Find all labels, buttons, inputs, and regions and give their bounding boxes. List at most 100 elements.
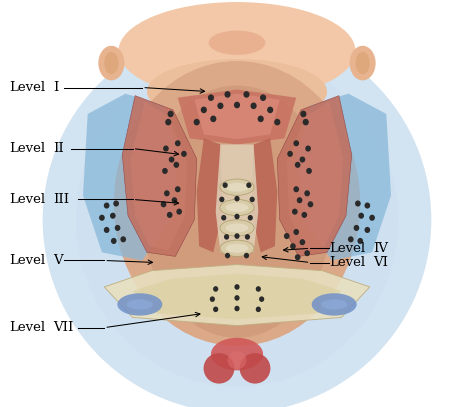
Ellipse shape (168, 111, 173, 117)
Ellipse shape (234, 295, 239, 301)
Ellipse shape (213, 286, 219, 292)
Ellipse shape (301, 212, 307, 218)
Ellipse shape (167, 212, 173, 218)
Ellipse shape (224, 91, 230, 98)
Ellipse shape (234, 102, 240, 108)
Ellipse shape (221, 215, 226, 221)
Ellipse shape (244, 253, 249, 258)
Text: Level: Level (9, 81, 46, 94)
Ellipse shape (234, 284, 239, 290)
Ellipse shape (259, 296, 264, 302)
Ellipse shape (163, 146, 169, 152)
Ellipse shape (365, 227, 370, 233)
Ellipse shape (300, 157, 305, 163)
Ellipse shape (220, 240, 254, 256)
Polygon shape (83, 94, 178, 260)
Ellipse shape (113, 200, 119, 207)
Ellipse shape (246, 182, 251, 188)
Text: Level: Level (9, 321, 46, 334)
Ellipse shape (201, 107, 207, 113)
Ellipse shape (267, 107, 273, 113)
Ellipse shape (115, 225, 120, 231)
Ellipse shape (369, 214, 375, 221)
Ellipse shape (357, 238, 363, 244)
Ellipse shape (234, 214, 239, 219)
Ellipse shape (304, 190, 310, 197)
Polygon shape (133, 274, 341, 319)
Text: VI: VI (373, 256, 388, 269)
Text: Level: Level (329, 256, 365, 269)
Ellipse shape (175, 186, 181, 193)
Ellipse shape (225, 253, 230, 258)
Ellipse shape (217, 103, 224, 109)
Ellipse shape (234, 196, 239, 201)
Ellipse shape (356, 52, 370, 74)
Ellipse shape (258, 116, 264, 122)
Text: Level: Level (9, 142, 46, 155)
Ellipse shape (127, 300, 153, 309)
Polygon shape (251, 138, 277, 252)
Ellipse shape (203, 353, 234, 383)
Ellipse shape (172, 197, 177, 204)
Ellipse shape (239, 353, 270, 383)
Text: Level: Level (329, 242, 365, 255)
Ellipse shape (311, 293, 356, 316)
Ellipse shape (99, 46, 124, 81)
Ellipse shape (274, 119, 280, 125)
Text: II: II (53, 142, 64, 155)
Ellipse shape (349, 46, 375, 81)
Polygon shape (216, 144, 258, 252)
Ellipse shape (305, 146, 311, 152)
Polygon shape (277, 96, 352, 256)
Ellipse shape (220, 220, 254, 236)
Polygon shape (287, 102, 344, 250)
Ellipse shape (348, 236, 354, 243)
Ellipse shape (120, 236, 126, 243)
Polygon shape (194, 94, 280, 139)
Ellipse shape (104, 52, 118, 74)
Ellipse shape (355, 200, 361, 207)
Ellipse shape (249, 197, 255, 202)
Ellipse shape (193, 119, 200, 125)
Ellipse shape (247, 215, 253, 221)
Ellipse shape (224, 234, 229, 240)
Ellipse shape (293, 186, 299, 193)
Ellipse shape (245, 234, 250, 240)
Ellipse shape (161, 201, 166, 208)
Ellipse shape (208, 94, 214, 101)
Ellipse shape (300, 239, 305, 245)
Ellipse shape (110, 212, 116, 219)
Ellipse shape (293, 229, 299, 235)
Ellipse shape (308, 201, 313, 208)
Polygon shape (197, 138, 223, 252)
Ellipse shape (260, 94, 266, 101)
Ellipse shape (118, 2, 356, 100)
Ellipse shape (256, 286, 261, 292)
Ellipse shape (43, 26, 431, 407)
Text: Level: Level (9, 254, 46, 267)
Ellipse shape (164, 190, 170, 197)
Text: VII: VII (53, 321, 73, 334)
Text: IV: IV (373, 242, 388, 255)
Polygon shape (104, 265, 370, 326)
Ellipse shape (114, 61, 360, 346)
Ellipse shape (234, 233, 239, 239)
Text: Level: Level (9, 193, 46, 206)
Ellipse shape (256, 306, 261, 312)
Ellipse shape (297, 197, 302, 204)
Ellipse shape (250, 103, 257, 109)
Polygon shape (178, 90, 296, 144)
Text: I: I (53, 81, 58, 94)
Ellipse shape (210, 116, 216, 122)
Ellipse shape (147, 59, 327, 124)
Ellipse shape (220, 179, 254, 195)
Polygon shape (296, 94, 391, 260)
Ellipse shape (226, 203, 248, 212)
Ellipse shape (209, 31, 265, 55)
Ellipse shape (226, 223, 248, 232)
Ellipse shape (175, 140, 181, 147)
Ellipse shape (301, 111, 306, 117)
Ellipse shape (302, 119, 309, 125)
Ellipse shape (287, 151, 293, 157)
Ellipse shape (213, 306, 219, 312)
